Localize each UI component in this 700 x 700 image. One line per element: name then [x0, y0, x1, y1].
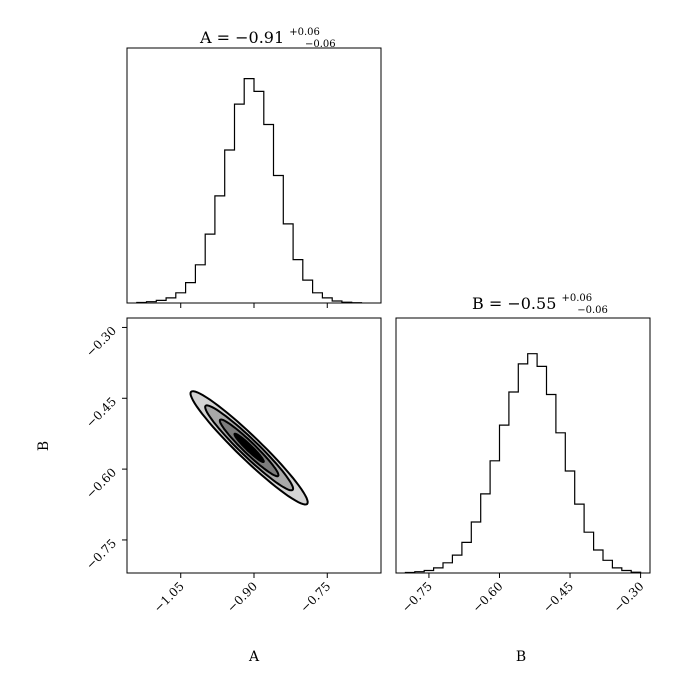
xtick-label: −0.75	[297, 579, 333, 615]
panel-joint-ab: −1.05 −0.90 −0.75 −0.30 −0.45 −0.60 −0.75 A B	[36, 317, 382, 665]
contour-group	[189, 390, 309, 506]
xtick-label: −0.45	[540, 579, 576, 615]
ytick-label: −0.60	[83, 465, 119, 501]
title-b-sub: −0.06	[577, 305, 608, 316]
title-a-sup: +0.06	[289, 27, 320, 38]
axes-frame-b	[395, 317, 651, 574]
ytick-label: −0.75	[83, 536, 119, 572]
title-a: A = −0.91 +0.06 −0.06	[199, 20, 336, 50]
title-b: B = −0.55 +0.06 −0.06	[472, 286, 608, 316]
title-a-base: A = −0.91	[199, 28, 284, 47]
ytick-label: −0.45	[83, 394, 119, 430]
title-b-base: B = −0.55	[472, 294, 556, 313]
xtick-label: −0.75	[399, 579, 435, 615]
ylabel-b: B	[36, 441, 52, 451]
xlabel-b: B	[516, 649, 526, 665]
contour-level-4	[233, 432, 265, 463]
ytick-label: −0.30	[83, 324, 119, 360]
yticks-joint: −0.30 −0.45 −0.60 −0.75	[83, 324, 127, 572]
panel-marginal-b: B = −0.55 +0.06 −0.06 −0.75 −0.60 −0.45 −0.…	[395, 286, 651, 665]
xticks-b: −0.75 −0.60 −0.45 −0.30	[399, 573, 647, 615]
xtick-label: −0.60	[470, 579, 506, 615]
xticks-a	[180, 303, 328, 308]
xlabel-a: A	[248, 649, 260, 665]
title-a-sub: −0.06	[305, 39, 336, 50]
xtick-label: −1.05	[151, 579, 187, 615]
xtick-label: −0.30	[611, 579, 647, 615]
xtick-label: −0.90	[224, 579, 260, 615]
histogram-a-step	[136, 78, 363, 304]
histogram-b-step	[404, 353, 642, 574]
xticks-joint: −1.05 −0.90 −0.75	[151, 573, 333, 615]
title-b-sup: +0.06	[561, 293, 592, 304]
panel-marginal-a: A = −0.91 +0.06 −0.06	[126, 20, 382, 308]
